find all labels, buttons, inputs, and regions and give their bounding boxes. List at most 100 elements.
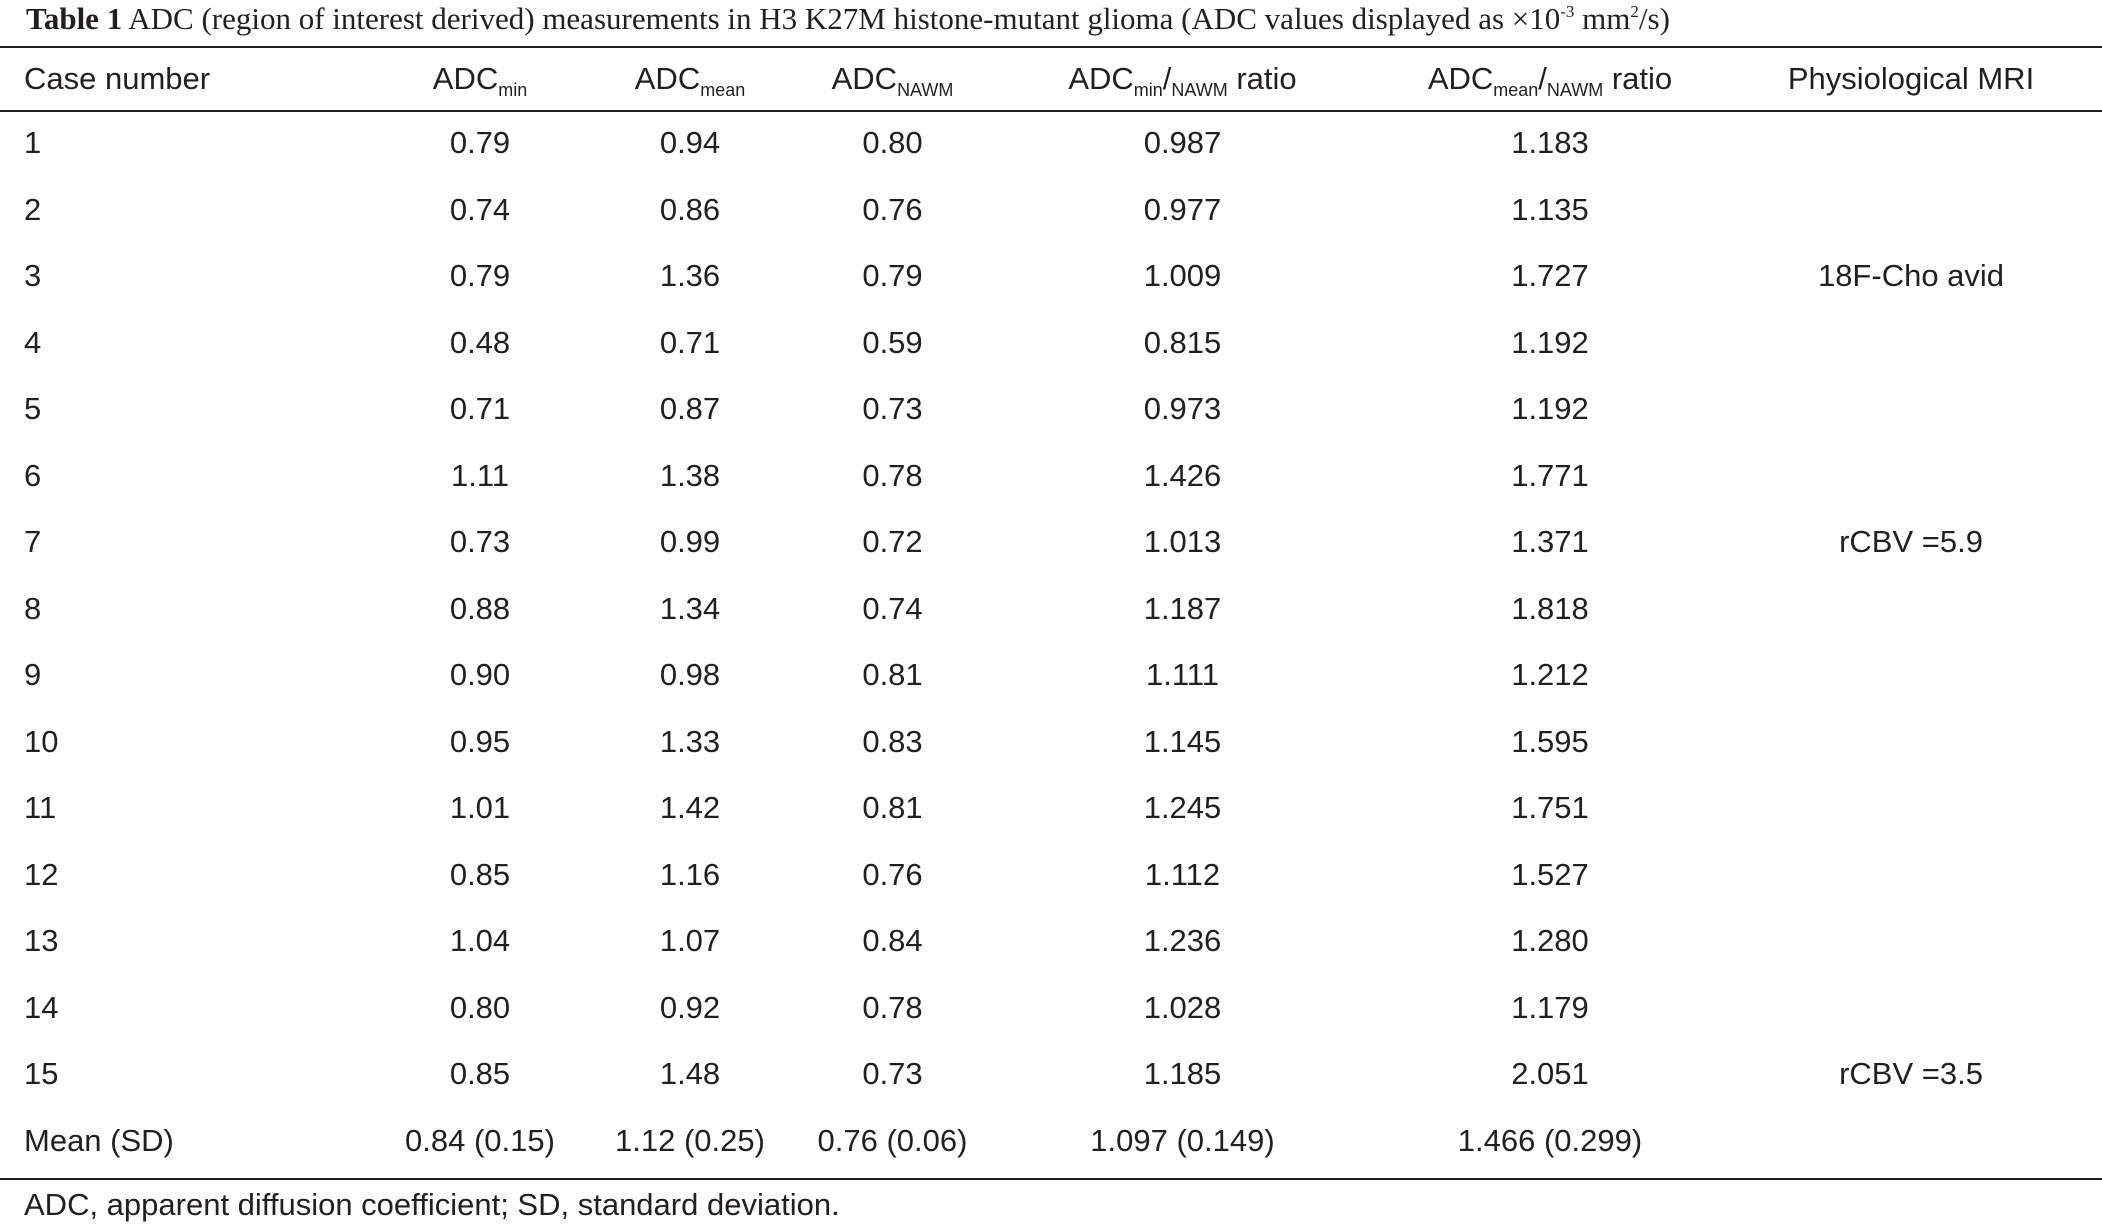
header-mean-ratio-sub1: mean	[1493, 80, 1539, 100]
header-adc-min: ADCmin	[380, 48, 580, 110]
cell-adc-mean: 1.34	[659, 590, 721, 626]
cell-adc-nawm: 0.73	[862, 391, 923, 427]
cell-mean-nawm-ratio: 1.192	[1511, 391, 1589, 427]
cell-case-number: Mean (SD)	[24, 1122, 174, 1158]
cell-adc-nawm: 0.73	[862, 1056, 923, 1092]
cell-physiological-mri	[1720, 709, 2102, 776]
cell-adc-min: 0.84 (0.15)	[405, 1122, 555, 1158]
cell-adc-nawm: 0.78	[862, 989, 923, 1025]
cell-adc-mean: 1.36	[659, 258, 721, 294]
cell-adc-nawm: 0.83	[862, 723, 923, 759]
table-body: 1 0.79 0.94 0.80 0.987 1.183 2 0.74 0.86 0.76 0.97…	[0, 110, 2102, 1174]
header-adc-min-base: ADC	[432, 61, 499, 96]
table-row: 7 0.73 0.99 0.72 1.013 1.371 rCBV =5.9	[0, 509, 2102, 576]
caption-unit: mm	[1574, 1, 1631, 36]
cell-adc-mean: 0.92	[659, 989, 721, 1025]
cell-case-number: 13	[24, 923, 59, 959]
header-rule	[0, 110, 2102, 112]
cell-adc-nawm: 0.76	[862, 856, 923, 892]
table-row: 5 0.71 0.87 0.73 0.973 1.192	[0, 376, 2102, 443]
header-min-ratio-sub2: NAWM	[1171, 80, 1228, 100]
header-adc-nawm-sub: NAWM	[897, 80, 954, 100]
cell-adc-mean: 0.94	[659, 125, 721, 161]
cell-physiological-mri	[1720, 908, 2102, 975]
header-mean-ratio-suffix: ratio	[1603, 61, 1673, 96]
header-case-number: Case number	[24, 61, 211, 96]
cell-mean-nawm-ratio: 2.051	[1511, 1056, 1589, 1092]
cell-mean-nawm-ratio: 1.192	[1511, 324, 1589, 360]
cell-min-nawm-ratio: 1.112	[1144, 856, 1221, 892]
header-mean-ratio-slash: /	[1538, 61, 1547, 96]
cell-adc-min: 0.74	[449, 191, 511, 227]
cell-adc-min: 1.04	[449, 923, 511, 959]
cell-adc-min: 0.71	[449, 391, 511, 427]
cell-adc-nawm: 0.81	[862, 657, 923, 693]
cell-adc-min: 0.79	[449, 125, 511, 161]
cell-min-nawm-ratio: 1.009	[1143, 258, 1222, 294]
cell-physiological-mri	[1720, 310, 2102, 377]
table-row: 12 0.85 1.16 0.76 1.112 1.527	[0, 842, 2102, 909]
cell-adc-min: 1.01	[449, 790, 511, 826]
cell-case-number: 4	[24, 324, 42, 360]
cell-case-number: 7	[24, 524, 42, 560]
cell-min-nawm-ratio: 0.973	[1143, 391, 1222, 427]
header-mean-ratio-sub2: NAWM	[1546, 80, 1604, 100]
table-row: 6 1.11 1.38 0.78 1.426 1.771	[0, 443, 2102, 510]
table-row: 11 1.01 1.42 0.81 1.245 1.751	[0, 775, 2102, 842]
table-row: 13 1.04 1.07 0.84 1.236 1.280	[0, 908, 2102, 975]
cell-case-number: 1	[24, 125, 42, 161]
cell-physiological-mri	[1720, 576, 2102, 643]
cell-adc-mean: 1.12 (0.25)	[615, 1122, 765, 1158]
table-row: Mean (SD) 0.84 (0.15) 1.12 (0.25) 0.76 (0.0…	[0, 1108, 2102, 1175]
table-row: 15 0.85 1.48 0.73 1.185 2.051 rCBV =3.5	[0, 1041, 2102, 1108]
cell-adc-nawm: 0.81	[862, 790, 923, 826]
cell-case-number: 6	[24, 457, 42, 493]
cell-case-number: 11	[24, 790, 57, 826]
cell-min-nawm-ratio: 1.236	[1143, 923, 1222, 959]
table-row: 2 0.74 0.86 0.76 0.977 1.135	[0, 177, 2102, 244]
cell-min-nawm-ratio: 1.185	[1143, 1056, 1222, 1092]
header-min-nawm-ratio: ADCmin/NAWM ratio	[985, 48, 1380, 110]
header-row: Case number ADCmin ADC mean ADCNAWM ADCmi…	[0, 48, 2102, 110]
cell-min-nawm-ratio: 1.145	[1143, 723, 1222, 759]
cell-adc-nawm: 0.78	[862, 457, 923, 493]
cell-min-nawm-ratio: 1.111	[1146, 657, 1219, 693]
header-mean-nawm-ratio: ADCmean/NAWM ratio	[1380, 48, 1720, 110]
cell-adc-min: 0.48	[449, 324, 511, 360]
cell-adc-mean: 0.71	[659, 324, 721, 360]
cell-adc-mean: 0.98	[659, 657, 721, 693]
cell-mean-nawm-ratio: 1.212	[1511, 657, 1589, 693]
cell-adc-min: 0.85	[449, 1056, 511, 1092]
cell-adc-nawm: 0.80	[862, 125, 923, 161]
table-row: 1 0.79 0.94 0.80 0.987 1.183	[0, 110, 2102, 177]
header-adc-mean-sub: mean	[700, 80, 746, 100]
table-row: 9 0.90 0.98 0.81 1.111 1.212	[0, 642, 2102, 709]
cell-adc-min: 0.79	[449, 258, 511, 294]
header-adc-min-sub: min	[498, 80, 528, 100]
cell-adc-mean: 1.38	[659, 457, 721, 493]
caption-exponent: -3	[1560, 2, 1575, 21]
cell-mean-nawm-ratio: 1.818	[1511, 590, 1589, 626]
cell-physiological-mri: 18F-Cho avid	[1817, 258, 2005, 294]
cell-adc-mean: 0.87	[659, 391, 721, 427]
cell-physiological-mri	[1720, 642, 2102, 709]
cell-adc-nawm: 0.72	[862, 524, 923, 560]
cell-adc-mean: 1.33	[659, 723, 721, 759]
cell-mean-nawm-ratio: 1.466 (0.299)	[1457, 1122, 1643, 1158]
cell-min-nawm-ratio: 0.815	[1143, 324, 1222, 360]
cell-mean-nawm-ratio: 1.727	[1511, 258, 1589, 294]
cell-min-nawm-ratio: 0.977	[1143, 191, 1222, 227]
header-adc-nawm: ADCNAWM	[800, 48, 985, 110]
cell-physiological-mri	[1720, 443, 2102, 510]
cell-case-number: 8	[24, 590, 42, 626]
cell-case-number: 10	[24, 723, 59, 759]
cell-mean-nawm-ratio: 1.280	[1511, 923, 1589, 959]
cell-physiological-mri: rCBV =3.5	[1839, 1056, 1983, 1092]
cell-adc-nawm: 0.76	[862, 191, 923, 227]
cell-mean-nawm-ratio: 1.595	[1511, 723, 1589, 759]
table-row: 4 0.48 0.71 0.59 0.815 1.192	[0, 310, 2102, 377]
cell-adc-mean: 1.07	[659, 923, 721, 959]
cell-min-nawm-ratio: 1.245	[1143, 790, 1222, 826]
top-rule	[0, 46, 2102, 48]
cell-case-number: 12	[24, 856, 59, 892]
